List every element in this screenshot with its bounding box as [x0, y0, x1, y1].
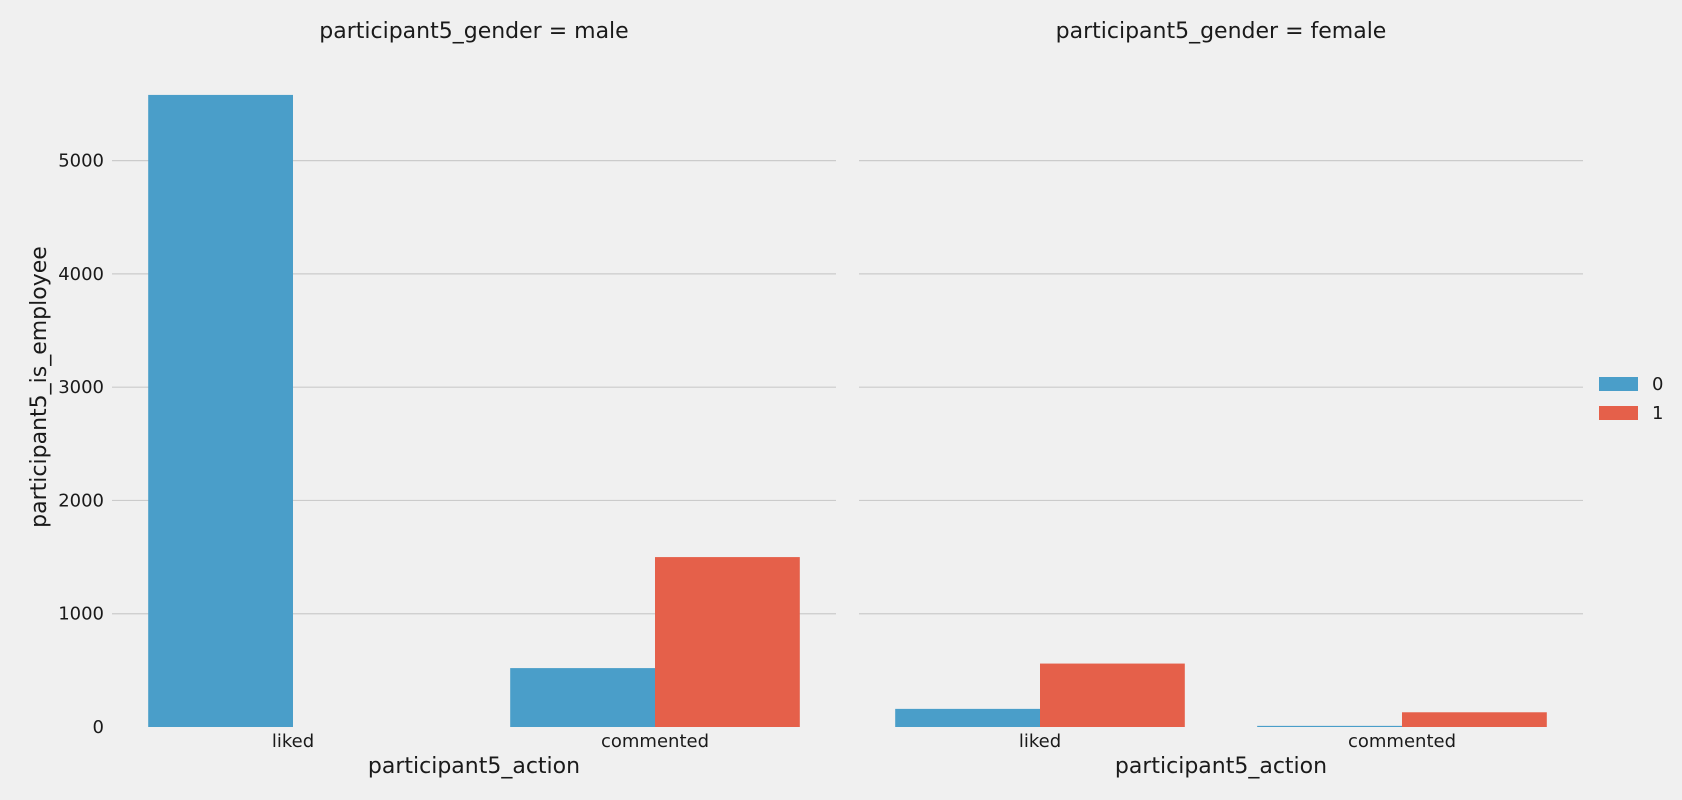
legend: 01: [1599, 374, 1663, 424]
x-tick-label: liked: [272, 731, 314, 752]
legend-label: 1: [1652, 403, 1663, 424]
bar-commented-series-0: [510, 668, 655, 727]
x-tick-label: commented: [601, 731, 709, 752]
bar-liked-series-1: [1040, 663, 1185, 727]
x-axis-label: participant5_action: [368, 754, 580, 779]
y-tick-label: 1000: [58, 604, 104, 625]
y-tick-label: 4000: [58, 264, 104, 285]
bar-commented-series-1: [655, 557, 800, 727]
y-tick-label: 5000: [58, 151, 104, 172]
x-tick-label: liked: [1019, 731, 1061, 752]
facet-panel-female: participant5_gender = female liked comment…: [859, 19, 1583, 779]
x-axis-label: participant5_action: [1115, 754, 1327, 779]
y-tick-label: 0: [93, 717, 104, 738]
legend-swatch-1: [1599, 406, 1638, 420]
bar-liked-series-0: [148, 94, 293, 727]
legend-swatch-0: [1599, 377, 1638, 391]
bar-liked-series-0: [895, 708, 1040, 727]
legend-label: 0: [1652, 374, 1663, 395]
bar-commented-series-0: [1257, 725, 1402, 727]
facet-panel-male: 0 1000 2000 3000 4000 5000 participant5_gender…: [58, 19, 836, 779]
y-tick-label: 2000: [58, 490, 104, 511]
x-tick-label: commented: [1348, 731, 1456, 752]
y-tick-label: 3000: [58, 377, 104, 398]
bar-commented-series-1: [1402, 712, 1547, 727]
facet-title: participant5_gender = male: [319, 19, 628, 44]
facet-title: participant5_gender = female: [1056, 19, 1387, 44]
y-axis-label: participant5_is_employee: [27, 246, 52, 528]
